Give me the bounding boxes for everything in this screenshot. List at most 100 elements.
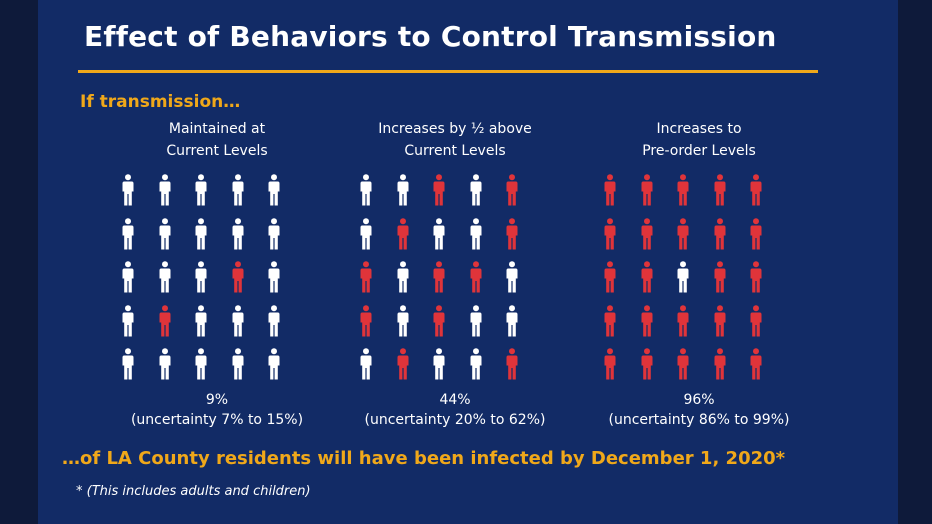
- scenario-result: 44% (uncertainty 20% to 62%): [340, 390, 570, 430]
- person-icon: [397, 217, 409, 250]
- scenario-heading-line1: Increases to: [656, 121, 742, 137]
- scenario-pre-order: Increases to Pre-order Levels 96% (uncer…: [584, 118, 814, 430]
- infection-percent: 96%: [683, 392, 715, 408]
- slide: Effect of Behaviors to Control Transmiss…: [38, 0, 898, 524]
- scenario-heading-line2: Current Levels: [166, 143, 268, 159]
- person-icon: [122, 261, 134, 293]
- person-icon: [433, 174, 445, 206]
- person-grid: [102, 174, 332, 380]
- person-icon: [677, 217, 689, 250]
- person-icon: [677, 261, 689, 293]
- person-icon: [714, 348, 726, 380]
- person-icon: [677, 304, 689, 337]
- person-icon: [433, 348, 445, 380]
- person-icon: [397, 174, 409, 206]
- person-icon: [195, 261, 207, 293]
- person-icon: [604, 348, 616, 380]
- person-icon: [506, 174, 518, 206]
- person-icon: [750, 174, 762, 206]
- person-icon: [232, 348, 244, 380]
- uncertainty-range: (uncertainty 7% to 15%): [130, 412, 304, 428]
- footnote: * (This includes adults and children): [76, 484, 311, 499]
- person-icon: [360, 304, 372, 337]
- scenario-heading: Maintained at Current Levels: [102, 118, 332, 164]
- person-icon: [714, 304, 726, 337]
- scenario-increase-half: Increases by ½ above Current Levels 44% …: [340, 118, 570, 430]
- person-icon: [195, 174, 207, 206]
- person-icon: [360, 174, 372, 206]
- person-icon: [268, 348, 280, 380]
- person-icon: [604, 217, 616, 250]
- person-icon: [159, 174, 171, 206]
- person-icon: [750, 304, 762, 337]
- infection-percent: 44%: [439, 392, 471, 408]
- title-underline: [78, 70, 818, 73]
- person-icon: [604, 174, 616, 206]
- scenario-heading-line1: Maintained at: [168, 121, 266, 137]
- person-icon: [470, 348, 482, 380]
- person-icon: [677, 348, 689, 380]
- person-icon: [750, 261, 762, 293]
- person-icon: [604, 304, 616, 337]
- person-icon: [232, 261, 244, 293]
- person-grid: [584, 174, 814, 380]
- scenario-heading: Increases by ½ above Current Levels: [340, 118, 570, 164]
- person-icon: [750, 217, 762, 250]
- scenario-heading-line2: Current Levels: [404, 143, 506, 159]
- person-icon: [360, 217, 372, 250]
- scenario-result: 96% (uncertainty 86% to 99%): [584, 390, 814, 430]
- person-icon: [268, 174, 280, 206]
- person-icon: [641, 304, 653, 337]
- person-icon: [433, 304, 445, 337]
- person-icon: [268, 217, 280, 250]
- person-icon: [122, 217, 134, 250]
- infection-percent: 9%: [205, 392, 229, 408]
- person-icon: [641, 261, 653, 293]
- person-icon: [470, 261, 482, 293]
- person-icon: [506, 261, 518, 293]
- person-icon: [470, 304, 482, 337]
- conclusion-text: …of LA County residents will have been i…: [62, 448, 786, 469]
- person-icon: [159, 217, 171, 250]
- person-icon: [506, 217, 518, 250]
- person-icon: [641, 217, 653, 250]
- person-icon: [714, 261, 726, 293]
- person-icon: [268, 261, 280, 293]
- person-icon: [195, 348, 207, 380]
- person-icon: [433, 261, 445, 293]
- person-icon: [641, 348, 653, 380]
- person-icon: [122, 304, 134, 337]
- person-icon: [677, 174, 689, 206]
- person-icon: [360, 348, 372, 380]
- scenario-heading-line1: Increases by ½ above: [378, 121, 532, 137]
- scenario-result: 9% (uncertainty 7% to 15%): [102, 390, 332, 430]
- person-icon: [268, 304, 280, 337]
- person-icon: [159, 304, 171, 337]
- person-icon: [750, 348, 762, 380]
- uncertainty-range: (uncertainty 86% to 99%): [608, 412, 790, 428]
- person-icon: [397, 304, 409, 337]
- uncertainty-range: (uncertainty 20% to 62%): [364, 412, 546, 428]
- person-icon: [195, 217, 207, 250]
- person-icon: [159, 261, 171, 293]
- person-icon: [470, 174, 482, 206]
- person-icon: [232, 304, 244, 337]
- scenario-maintained: Maintained at Current Levels 9% (uncerta…: [102, 118, 332, 430]
- person-icon: [195, 304, 207, 337]
- subtitle: If transmission…: [80, 92, 241, 112]
- scenario-heading-line2: Pre-order Levels: [642, 143, 756, 159]
- person-icon: [232, 174, 244, 206]
- person-icon: [714, 217, 726, 250]
- slide-title: Effect of Behaviors to Control Transmiss…: [84, 20, 777, 53]
- person-icon: [714, 174, 726, 206]
- person-icon: [433, 217, 445, 250]
- person-icon: [360, 261, 372, 293]
- person-icon: [397, 348, 409, 380]
- person-grid: [340, 174, 570, 380]
- person-icon: [604, 261, 616, 293]
- scenario-heading: Increases to Pre-order Levels: [584, 118, 814, 164]
- person-icon: [122, 174, 134, 206]
- person-icon: [159, 348, 171, 380]
- person-icon: [397, 261, 409, 293]
- person-icon: [641, 174, 653, 206]
